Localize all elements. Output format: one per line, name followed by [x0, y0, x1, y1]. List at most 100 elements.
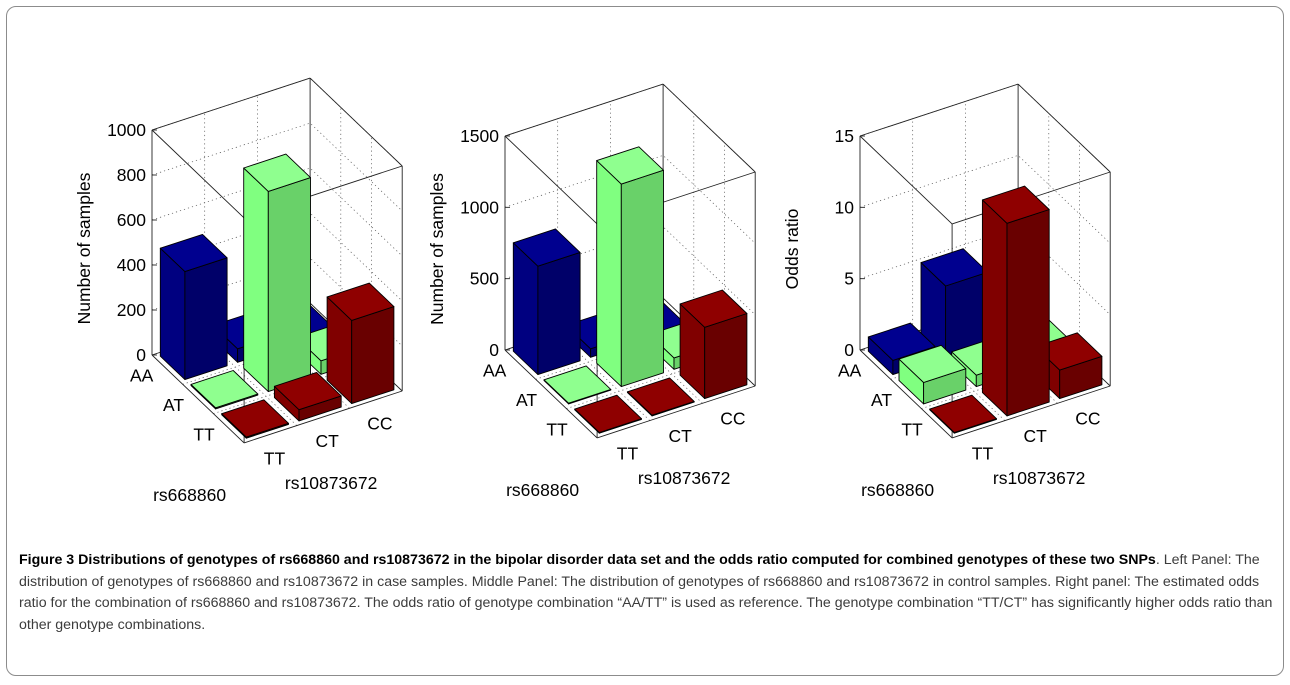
grid-line	[504, 155, 756, 244]
bar	[243, 153, 311, 393]
bar-top	[929, 394, 997, 433]
x-axis-label: rs668860	[861, 480, 934, 500]
bar	[1034, 332, 1103, 400]
chart-panel-1: 0 200 400 600 800 1000 Number of samples AA AT TT…	[74, 77, 403, 505]
bar-top	[159, 233, 228, 273]
z-tick-label: 600	[117, 210, 146, 230]
bar	[326, 282, 395, 405]
bar-face	[267, 177, 311, 393]
y-axis-label: rs10873672	[638, 468, 730, 488]
bar-top	[543, 365, 612, 404]
bar	[221, 399, 289, 439]
bar	[626, 377, 695, 417]
z-tick-label: 1000	[107, 120, 146, 140]
figure-frame	[6, 6, 1284, 676]
axis-edge	[859, 349, 953, 439]
bar-top	[1034, 332, 1103, 371]
y-tick-label: TT	[264, 448, 286, 468]
bar-top	[221, 399, 289, 438]
axis-edge	[151, 77, 311, 131]
bar	[574, 394, 642, 434]
bar	[273, 371, 342, 422]
axis-edge	[859, 135, 953, 225]
z-axis-label: Number of samples	[74, 172, 94, 324]
z-tick-label: 1500	[460, 126, 499, 146]
y-tick-label: CC	[720, 409, 745, 429]
x-tick-label: AT	[163, 395, 184, 415]
z-tick-label: 400	[117, 255, 146, 275]
bar-face	[537, 251, 581, 376]
y-tick-label: CC	[367, 414, 392, 434]
bar-face	[704, 313, 748, 400]
axis-edge	[504, 83, 664, 137]
bar	[679, 289, 748, 400]
chart-panel-3: 0 5 10 15 Odds ratio AA AT TT rs668860 TT CT CC rs10…	[782, 83, 1111, 500]
y-tick-label: CT	[668, 426, 692, 446]
bar	[596, 146, 664, 388]
axis-edge	[243, 390, 403, 444]
z-tick-label: 1000	[460, 197, 499, 217]
y-tick-label: TT	[617, 443, 639, 463]
bar-top	[326, 282, 395, 321]
bar	[190, 370, 259, 410]
axis-edge	[951, 385, 1111, 439]
y-tick-label: CT	[315, 431, 339, 451]
z-tick-label: 200	[117, 300, 146, 320]
bar-top	[574, 394, 642, 433]
bar-top	[898, 344, 967, 383]
z-tick-label: 5	[844, 269, 854, 289]
grid-line	[151, 122, 403, 212]
bar-face	[351, 306, 395, 405]
z-tick-label: 0	[489, 340, 499, 360]
bar-face	[184, 257, 228, 381]
bar-face	[981, 199, 1008, 417]
grid-line	[859, 226, 1111, 315]
x-tick-label: AT	[516, 390, 537, 410]
axis-edge	[859, 83, 1019, 137]
axis-edge	[504, 349, 598, 439]
bar-top	[626, 377, 695, 416]
axis-edge	[596, 385, 756, 439]
bar	[512, 228, 581, 376]
z-axis-label: Number of samples	[427, 173, 447, 325]
z-tick-label: 0	[844, 340, 854, 360]
z-tick-label: 800	[117, 165, 146, 185]
x-tick-label: AA	[838, 361, 862, 381]
bar-top	[512, 228, 581, 267]
x-axis-label: rs668860	[506, 480, 579, 500]
y-tick-label: CC	[1075, 409, 1100, 429]
caption-body: . Left Panel: The distribution of genoty…	[19, 552, 1273, 633]
z-tick-label: 10	[835, 197, 855, 217]
bar	[159, 233, 228, 381]
y-axis-label: rs10873672	[285, 473, 377, 493]
bar-face	[596, 160, 622, 388]
x-tick-label: AA	[483, 361, 507, 381]
z-tick-label: 0	[136, 345, 146, 365]
caption-title: Figure 3 Distributions of genotypes of r…	[19, 552, 1156, 568]
axis-edge	[504, 135, 598, 225]
bar-top	[273, 371, 342, 411]
chart-panel-2: 0 500 1000 1500 Number of samples AA AT TT rs668…	[427, 83, 756, 500]
bar-top	[981, 185, 1050, 224]
x-tick-label: TT	[193, 424, 215, 444]
bar-top	[596, 146, 664, 185]
z-tick-label: 500	[470, 269, 499, 289]
x-axis-label: rs668860	[153, 485, 226, 505]
grid-line	[859, 83, 1111, 173]
bar	[929, 394, 997, 434]
axis-edge	[1017, 83, 1111, 173]
bar	[981, 185, 1050, 417]
y-tick-label: CT	[1023, 426, 1047, 446]
figure-caption: Figure 3 Distributions of genotypes of r…	[19, 550, 1274, 636]
bar-face	[1006, 209, 1050, 417]
axis-edge	[662, 83, 756, 173]
axis-edge	[309, 77, 403, 167]
y-tick-label: TT	[972, 443, 994, 463]
bar-top	[190, 370, 259, 409]
x-tick-label: TT	[546, 419, 568, 439]
x-tick-label: TT	[901, 419, 923, 439]
bar	[920, 248, 989, 358]
bar-face	[620, 169, 664, 388]
z-axis-label: Odds ratio	[782, 209, 802, 290]
